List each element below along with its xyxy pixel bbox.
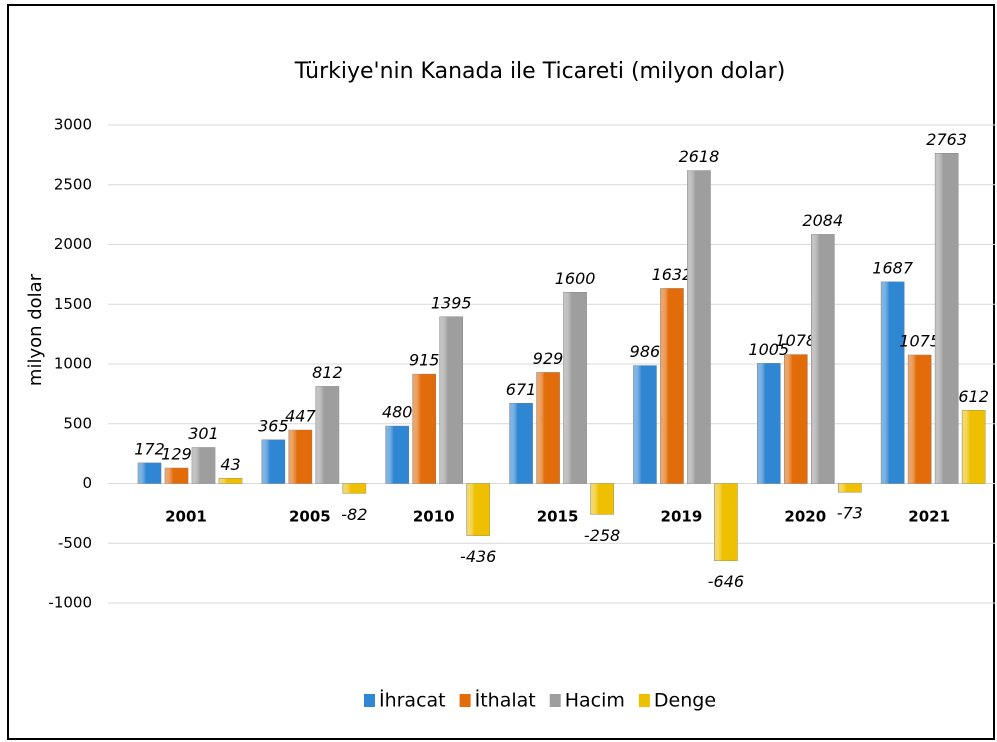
y-tick-label: 500	[63, 414, 92, 432]
data-label: 671	[506, 380, 537, 399]
bar	[660, 288, 684, 484]
data-label: 612	[958, 387, 989, 406]
data-label: -646	[708, 572, 744, 591]
y-tick-label: 1500	[54, 295, 92, 313]
frame	[7, 4, 995, 740]
y-tick-label: 0	[82, 474, 92, 492]
data-label: 929	[533, 349, 564, 368]
data-label: -73	[837, 504, 863, 523]
bar	[880, 281, 905, 484]
legend-label: Denge	[654, 690, 716, 712]
data-label: 915	[409, 351, 440, 370]
bar	[810, 234, 835, 484]
data-label: 447	[285, 407, 316, 426]
x-tick-label: 2020	[784, 508, 826, 526]
data-label: 480	[382, 403, 413, 422]
x-tick-label: 2019	[661, 508, 703, 526]
data-label: 1078	[775, 331, 816, 350]
data-label: 812	[312, 363, 343, 382]
data-label: 301	[188, 424, 219, 443]
legend-item: Denge	[638, 690, 716, 712]
bar	[961, 410, 986, 484]
y-tick-label: -1000	[48, 594, 92, 612]
bar	[288, 429, 313, 484]
legend-swatch	[363, 694, 375, 707]
data-label: 365	[258, 416, 289, 435]
y-tick-label: 2500	[54, 175, 92, 193]
bar	[756, 363, 781, 484]
bar	[164, 467, 189, 484]
bar	[342, 483, 367, 494]
legend-swatch	[459, 694, 471, 707]
bar	[509, 403, 533, 484]
bar	[191, 447, 216, 484]
bar	[137, 462, 162, 484]
data-label: -436	[460, 547, 496, 566]
data-label: 2618	[679, 147, 720, 166]
data-label: 1075	[899, 332, 940, 351]
data-label: 1687	[872, 258, 914, 277]
legend-swatch	[549, 694, 561, 707]
data-label: 1632	[652, 265, 693, 284]
legend-swatch	[638, 694, 650, 707]
y-tick-label: 3000	[54, 116, 92, 134]
data-label: 1395	[431, 293, 472, 312]
data-label: 1005	[748, 340, 789, 359]
y-axis-label: milyon dolar	[25, 273, 46, 386]
bar	[412, 373, 437, 484]
legend-item: Hacim	[549, 690, 625, 712]
y-tick-label: 2000	[54, 235, 92, 253]
bar	[687, 170, 711, 484]
legend-item: İhracat	[363, 689, 446, 712]
bar	[714, 483, 738, 561]
bar	[783, 354, 808, 484]
bar	[315, 386, 340, 484]
bar	[837, 483, 862, 493]
bar	[536, 372, 560, 484]
legend-label: İthalat	[475, 689, 536, 712]
x-tick-label: 2010	[413, 508, 455, 526]
data-label: -82	[341, 505, 367, 524]
bar	[466, 483, 491, 536]
bar	[590, 483, 614, 515]
data-label: 1600	[555, 269, 596, 288]
legend-label: İhracat	[379, 689, 446, 712]
y-tick-label: -500	[58, 534, 92, 552]
bar	[385, 425, 410, 484]
bar	[218, 478, 243, 484]
data-label: 43	[220, 455, 240, 474]
x-tick-label: 2005	[289, 508, 331, 526]
bar	[261, 439, 286, 484]
data-label: 2084	[802, 211, 843, 230]
x-tick-label: 2001	[165, 508, 207, 526]
data-label: 129	[161, 445, 192, 464]
data-label: 986	[630, 342, 661, 361]
data-label: -258	[584, 526, 620, 545]
x-tick-label: 2015	[537, 508, 579, 526]
legend-label: Hacim	[565, 690, 625, 712]
chart-title: Türkiye'nin Kanada ile Ticareti (milyon …	[294, 59, 786, 84]
bar	[563, 291, 587, 484]
bar	[439, 316, 464, 484]
data-label: 2763	[926, 130, 967, 149]
bar	[633, 365, 657, 484]
data-label: 172	[134, 439, 165, 458]
bar	[907, 354, 932, 484]
x-tick-label: 2021	[908, 508, 950, 526]
y-tick-label: 1000	[54, 355, 92, 373]
bar	[934, 153, 959, 484]
legend-item: İthalat	[459, 689, 536, 712]
